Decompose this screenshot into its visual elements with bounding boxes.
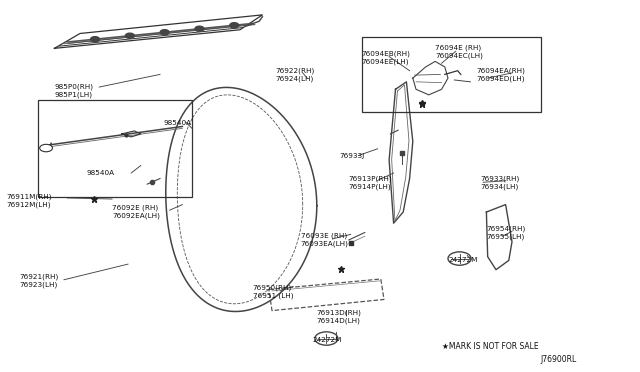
Text: 985P0(RH)
985P1(LH): 985P0(RH) 985P1(LH) — [54, 84, 93, 98]
Text: 76922(RH)
76924(LH): 76922(RH) 76924(LH) — [275, 67, 314, 81]
Text: 98540A: 98540A — [163, 120, 191, 126]
Text: 24272M: 24272M — [448, 257, 477, 263]
Text: 76093E (RH)
76093EA(LH): 76093E (RH) 76093EA(LH) — [301, 233, 349, 247]
Text: 76094E (RH)
76094EC(LH): 76094E (RH) 76094EC(LH) — [435, 45, 483, 59]
Circle shape — [195, 26, 204, 31]
Circle shape — [91, 36, 100, 42]
Text: 76092E (RH)
76092EA(LH): 76092E (RH) 76092EA(LH) — [112, 205, 160, 219]
Text: J76900RL: J76900RL — [541, 355, 577, 364]
Text: 76911M(RH)
76912M(LH): 76911M(RH) 76912M(LH) — [6, 194, 52, 208]
Text: 98540A: 98540A — [86, 170, 115, 176]
Bar — [38, 100, 192, 197]
Text: 24272M: 24272M — [312, 337, 342, 343]
Text: 76913D(RH)
76914D(LH): 76913D(RH) 76914D(LH) — [317, 310, 362, 324]
Text: 76094EB(RH)
76094EE(LH): 76094EB(RH) 76094EE(LH) — [362, 51, 410, 65]
Circle shape — [125, 33, 134, 38]
Text: 76950(RH)
76951 (LH): 76950(RH) 76951 (LH) — [253, 285, 293, 299]
Text: 76933(RH)
76934(LH): 76933(RH) 76934(LH) — [480, 175, 519, 189]
Text: ★MARK IS NOT FOR SALE: ★MARK IS NOT FOR SALE — [442, 342, 538, 351]
Text: 76954(RH)
76955(LH): 76954(RH) 76955(LH) — [486, 225, 525, 240]
Text: 76913P(RH)
76914P(LH): 76913P(RH) 76914P(LH) — [349, 175, 392, 189]
Circle shape — [40, 144, 52, 152]
Circle shape — [160, 30, 169, 35]
Bar — [362, 37, 541, 112]
Text: 76933J: 76933J — [339, 153, 364, 159]
Text: 76921(RH)
76923(LH): 76921(RH) 76923(LH) — [19, 274, 58, 288]
Circle shape — [230, 23, 239, 28]
Text: 76094EA(RH)
76094ED(LH): 76094EA(RH) 76094ED(LH) — [477, 67, 525, 81]
